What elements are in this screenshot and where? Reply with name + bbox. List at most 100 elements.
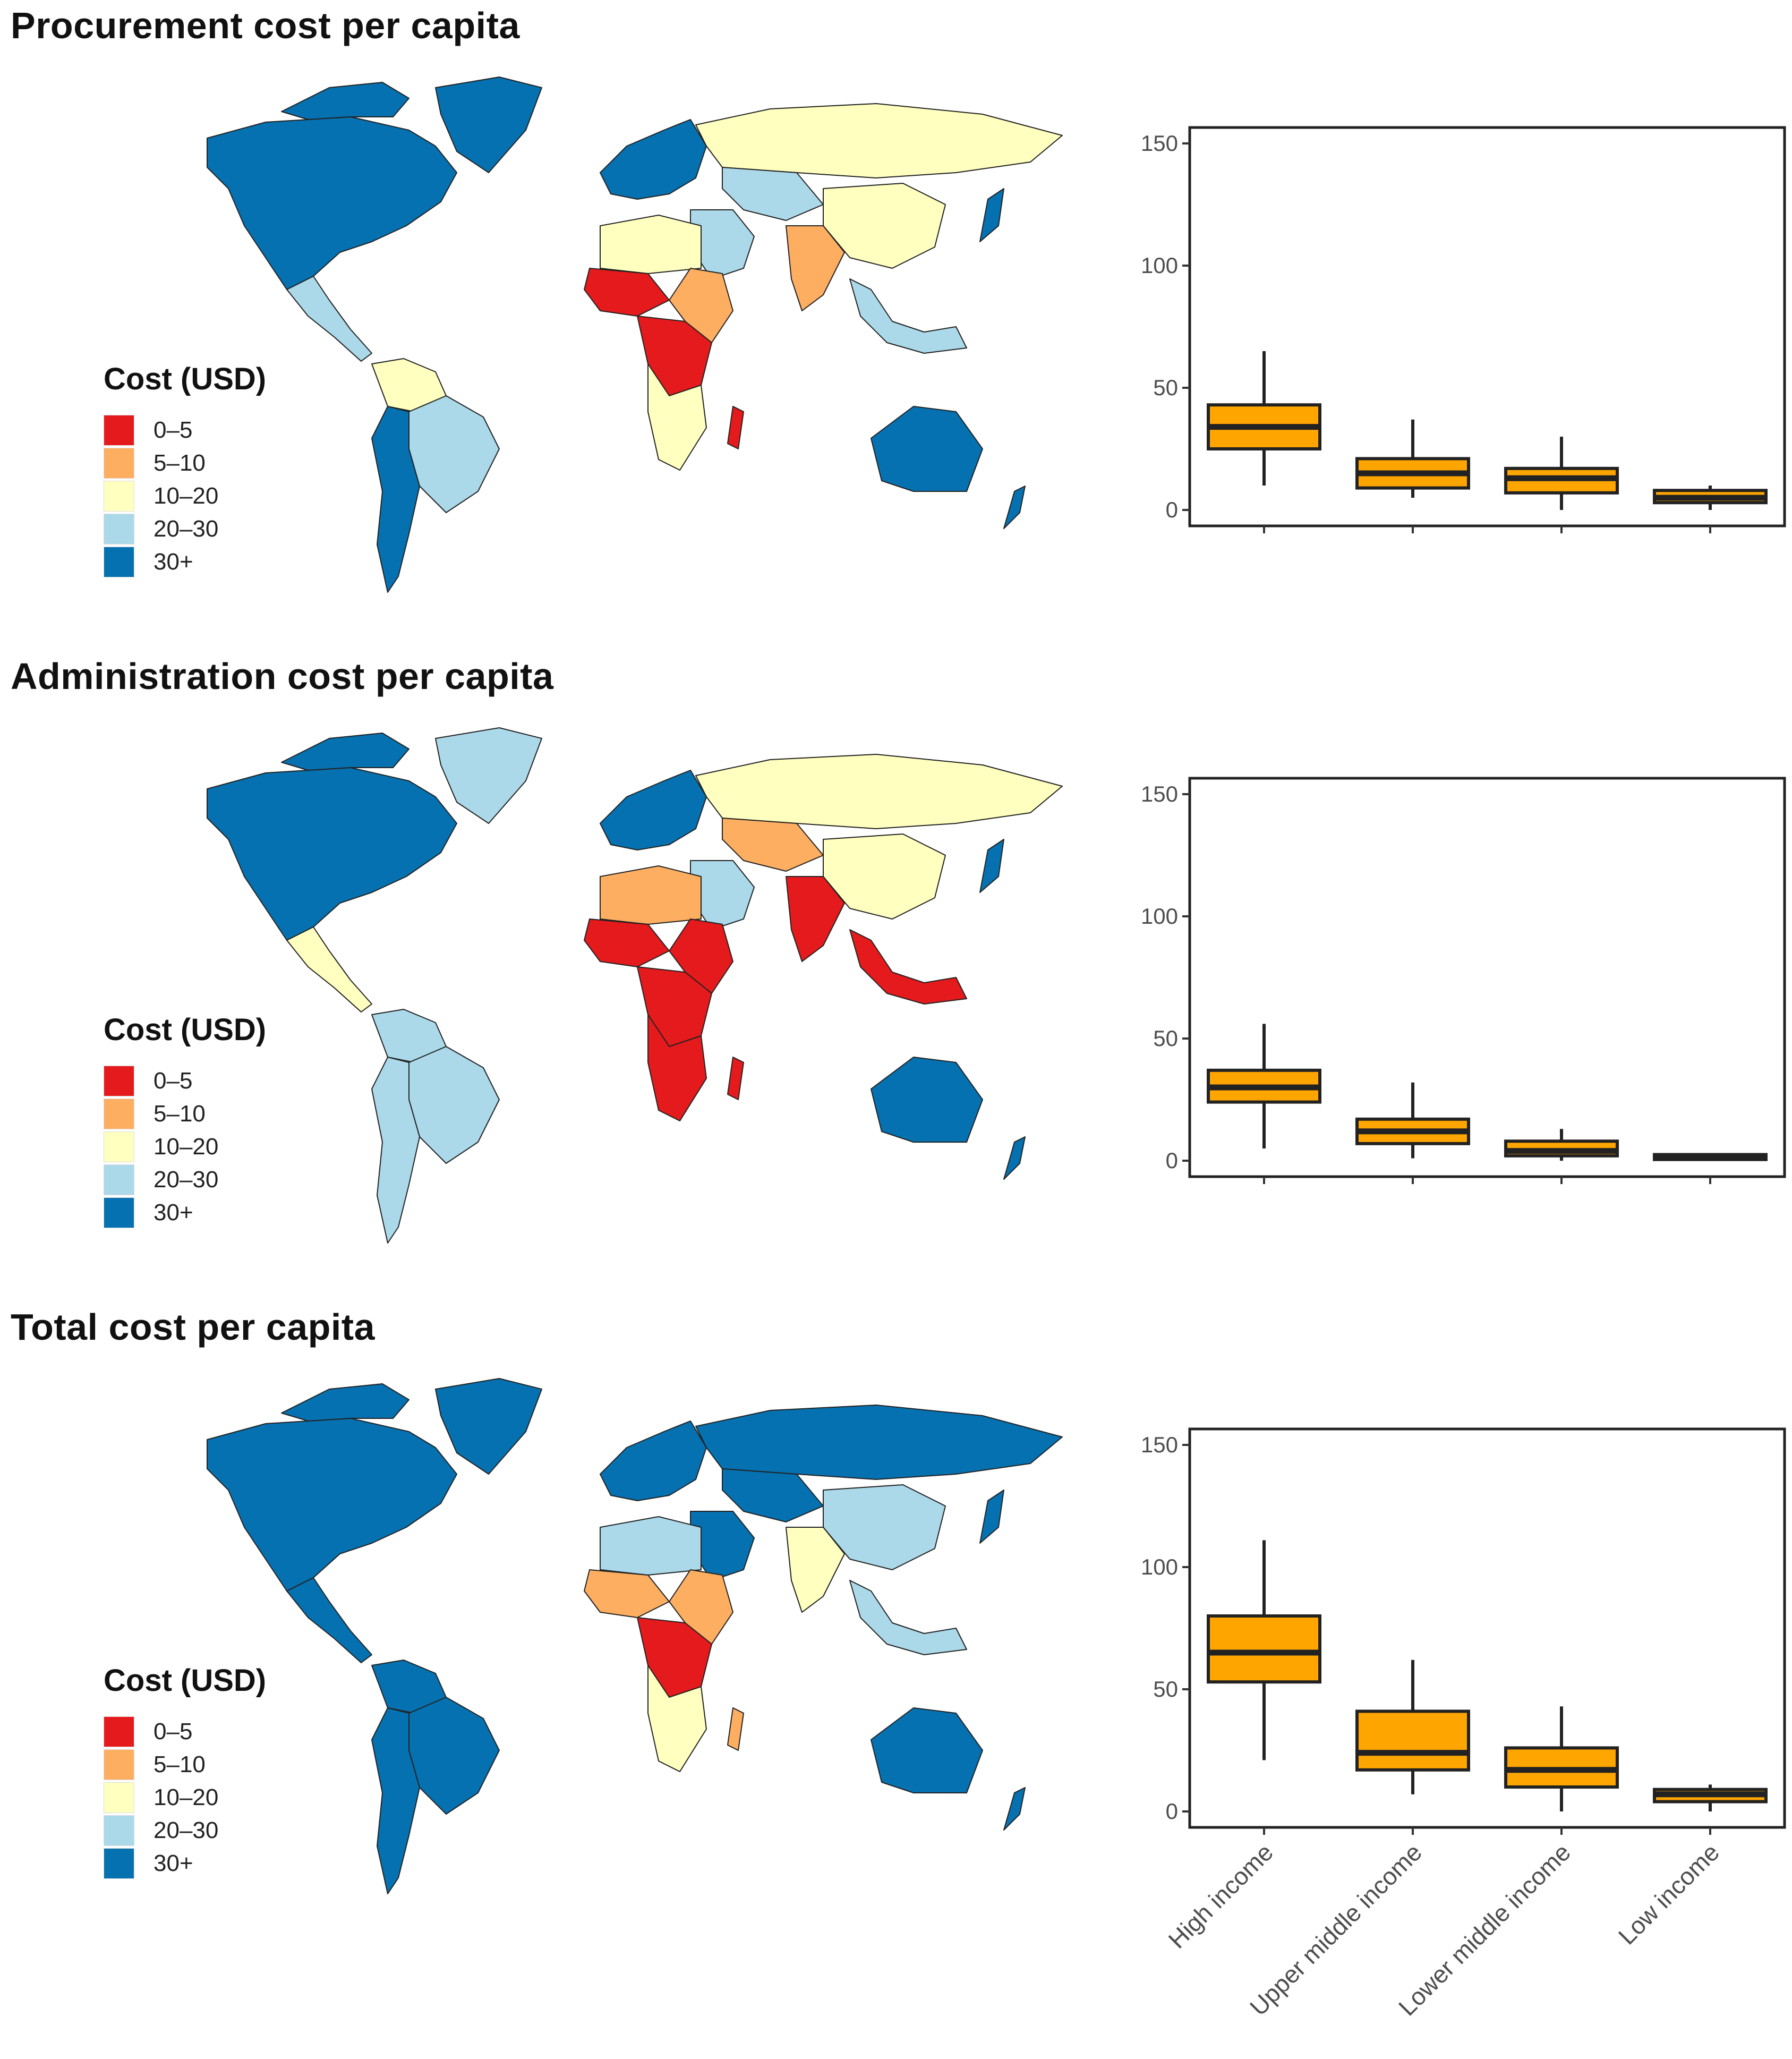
map-southeast-asia xyxy=(849,278,967,354)
map-europe xyxy=(600,119,707,200)
legend-item-30-plus: 30+ xyxy=(104,546,266,578)
legend-label: 20–30 xyxy=(153,1167,219,1193)
map-north-africa xyxy=(600,865,702,925)
legend-label: 0–5 xyxy=(153,1068,193,1094)
world-map xyxy=(207,1378,1063,1894)
legend-label: 5–10 xyxy=(153,1751,206,1777)
legend-label: 0–5 xyxy=(153,417,193,443)
panel-procurement: Procurement cost per capita xyxy=(0,0,1792,651)
panel-total: Total cost per capita xyxy=(0,1301,1792,2021)
map-andes xyxy=(371,1057,420,1244)
map-legend: Cost (USD) 0–5 5–10 10–20 20–30 30+ xyxy=(104,1012,266,1229)
legend-label: 10–20 xyxy=(153,483,219,509)
map-madagascar xyxy=(727,1707,744,1751)
legend-item-10-20: 10–20 xyxy=(104,480,266,513)
map-north-america xyxy=(207,767,457,941)
boxplot-procurement: 0 50 100 150 xyxy=(1141,126,1786,533)
map-europe xyxy=(600,770,707,850)
map-southern-africa xyxy=(647,1665,707,1772)
map-north-america xyxy=(207,116,457,290)
map-australia xyxy=(871,406,983,492)
legend-label: 20–30 xyxy=(153,1817,219,1843)
panel-title: Total cost per capita xyxy=(11,1306,376,1348)
category-label: Upper middle income xyxy=(1244,1838,1427,2021)
map-west-africa xyxy=(584,268,670,317)
y-tick-label: 100 xyxy=(1141,1554,1178,1579)
legend-item-10-20: 10–20 xyxy=(104,1781,266,1814)
legend-item-5-10: 5–10 xyxy=(104,1748,266,1781)
y-tick-label: 100 xyxy=(1141,904,1178,929)
legend-item-30-plus: 30+ xyxy=(104,1196,266,1229)
map-legend: Cost (USD) 0–5 5–10 10–20 20–30 30+ xyxy=(104,1663,266,1880)
plot-panel-border xyxy=(1188,1427,1786,1829)
map-new-zealand xyxy=(1003,1136,1026,1180)
y-tick-label: 150 xyxy=(1141,781,1178,806)
legend-item-20-30: 20–30 xyxy=(104,1814,266,1847)
panel-title: Procurement cost per capita xyxy=(11,5,520,46)
y-tick-label: 0 xyxy=(1166,1799,1178,1824)
map-north-africa xyxy=(600,1516,702,1576)
map-new-zealand xyxy=(1003,1787,1026,1831)
map-madagascar xyxy=(727,406,744,449)
map-north-africa xyxy=(600,215,702,274)
plot-panel-border xyxy=(1188,126,1786,527)
legend-swatch xyxy=(104,1815,134,1846)
map-japan xyxy=(979,1490,1004,1544)
legend-swatch xyxy=(104,415,134,446)
panel-administration: Administration cost per capita xyxy=(0,651,1792,1301)
map-greenland xyxy=(435,76,542,173)
legend-item-20-30: 20–30 xyxy=(104,513,266,546)
map-brazil xyxy=(408,1046,500,1164)
y-tick-label: 50 xyxy=(1153,1026,1178,1051)
map-southeast-asia xyxy=(849,1580,967,1655)
map-japan xyxy=(979,839,1004,893)
legend-swatch xyxy=(104,1749,134,1780)
map-arctic-canada xyxy=(281,1383,409,1422)
category-label: High income xyxy=(1163,1838,1279,1954)
y-tick-label: 150 xyxy=(1141,1432,1178,1457)
legend-item-10-20: 10–20 xyxy=(104,1130,266,1163)
plot-panel-border xyxy=(1188,777,1786,1178)
y-tick-label: 100 xyxy=(1141,253,1178,278)
map-brazil xyxy=(408,395,500,513)
map-legend: Cost (USD) 0–5 5–10 10–20 20–30 30+ xyxy=(104,361,266,578)
legend-swatch xyxy=(104,547,134,577)
map-arctic-canada xyxy=(281,82,409,120)
map-central-asia xyxy=(722,818,824,872)
map-central-asia xyxy=(722,167,824,221)
legend-swatch xyxy=(104,481,134,512)
legend-label: 30+ xyxy=(153,1199,193,1226)
legend-swatch xyxy=(104,1782,134,1813)
legend-swatch xyxy=(104,1197,134,1228)
legend-title: Cost (USD) xyxy=(104,1013,267,1047)
legend-item-0-5: 0–5 xyxy=(104,1715,266,1748)
legend-label: 10–20 xyxy=(153,1784,219,1810)
map-west-africa xyxy=(584,1569,670,1618)
world-map xyxy=(207,76,1063,593)
map-india xyxy=(786,225,845,311)
legend-item-5-10: 5–10 xyxy=(104,447,266,480)
map-new-zealand xyxy=(1003,486,1026,529)
legend-swatch xyxy=(104,1066,134,1096)
map-southern-africa xyxy=(647,363,707,471)
legend-label: 0–5 xyxy=(153,1718,193,1745)
map-brazil xyxy=(408,1697,500,1815)
world-map xyxy=(207,727,1063,1244)
map-australia xyxy=(871,1057,983,1143)
map-australia xyxy=(871,1707,983,1793)
map-greenland xyxy=(435,727,542,824)
map-central-asia xyxy=(722,1468,824,1522)
legend-title: Cost (USD) xyxy=(104,362,267,396)
legend-label: 30+ xyxy=(153,1850,193,1876)
boxplot-administration: 0 50 100 150 xyxy=(1141,777,1786,1184)
legend-label: 5–10 xyxy=(153,450,206,476)
legend-swatch xyxy=(104,448,134,479)
map-russia xyxy=(695,103,1063,178)
legend-item-5-10: 5–10 xyxy=(104,1097,266,1130)
map-southeast-asia xyxy=(849,929,967,1005)
legend-label: 30+ xyxy=(153,549,193,575)
map-madagascar xyxy=(727,1057,744,1100)
legend-swatch xyxy=(104,514,134,544)
map-mexico-central xyxy=(286,1577,372,1663)
map-india xyxy=(786,876,845,962)
